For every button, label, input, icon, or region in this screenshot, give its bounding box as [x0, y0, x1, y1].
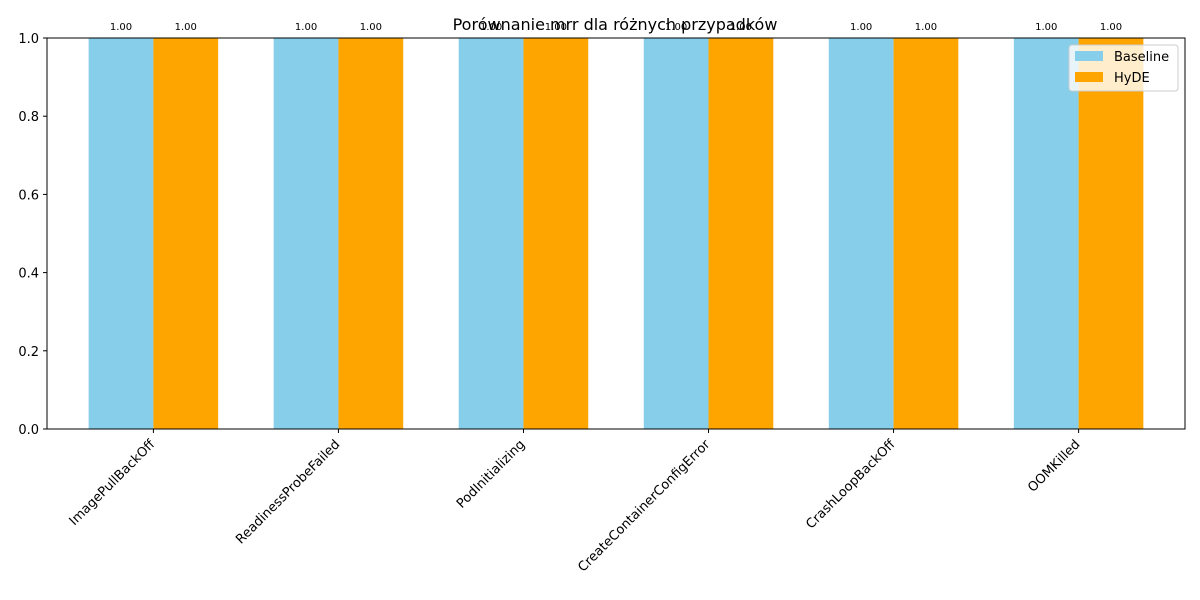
x-tick-label: OOMKilled	[1025, 437, 1083, 495]
bar-labels-layer: 1.00 1.00 1.00 1.00 1.00 1.00 1.00 1.00 1.00 1.00…	[110, 22, 1122, 33]
bars-layer	[88, 38, 1144, 429]
bar-baseline-readinessprobefailed	[273, 38, 339, 429]
legend-swatch-hyde	[1075, 72, 1103, 82]
y-tick-label: 0.4	[18, 267, 39, 282]
x-tick-label: CreateContainerConfigError	[575, 437, 713, 575]
bar-value-label: 1.00	[110, 22, 132, 33]
bar-value-label: 1.00	[295, 22, 317, 33]
bar-value-label: 1.00	[175, 22, 197, 33]
y-tick-label: 0.8	[18, 110, 39, 125]
bar-baseline-imagepullbackoff	[88, 38, 154, 429]
x-axis: ImagePullBackOff ReadinessProbeFailed PodI…	[67, 429, 1083, 575]
bar-value-label: 1.00	[1100, 22, 1122, 33]
chart-title: Porównanie mrr dla różnych przypadków	[453, 15, 778, 34]
bar-baseline-crashloopbackoff	[828, 38, 894, 429]
bar-value-label: 1.00	[360, 22, 382, 33]
y-axis: 0.0 0.2 0.4 0.6 0.8 1.0	[18, 32, 47, 438]
bar-hyde-oomkilled	[1078, 38, 1144, 429]
legend-label-baseline: Baseline	[1114, 50, 1169, 65]
y-tick-label: 1.0	[18, 32, 39, 47]
bar-hyde-crashloopbackoff	[893, 38, 959, 429]
bar-value-label: 1.00	[730, 22, 752, 33]
x-tick-label: PodInitializing	[454, 437, 528, 511]
x-tick-label: ImagePullBackOff	[67, 436, 159, 528]
bar-hyde-createcontainerconfigerror	[708, 38, 774, 429]
bar-baseline-createcontainerconfigerror	[643, 38, 709, 429]
bar-value-label: 1.00	[850, 22, 872, 33]
y-tick-label: 0.2	[18, 345, 39, 360]
y-tick-label: 0.6	[18, 188, 39, 203]
bar-value-label: 1.00	[915, 22, 937, 33]
legend: Baseline HyDE	[1068, 44, 1179, 92]
bar-value-label: 1.00	[480, 22, 502, 33]
legend-swatch-baseline	[1075, 51, 1103, 61]
x-tick-label: ReadinessProbeFailed	[233, 437, 343, 547]
y-tick-label: 0.0	[18, 423, 39, 438]
bar-value-label: 1.00	[665, 22, 687, 33]
bar-baseline-oomkilled	[1013, 38, 1079, 429]
bar-hyde-podinitializing	[523, 38, 589, 429]
legend-label-hyde: HyDE	[1114, 71, 1150, 86]
bar-value-label: 1.00	[1035, 22, 1057, 33]
bar-hyde-readinessprobefailed	[338, 38, 404, 429]
bar-baseline-podinitializing	[458, 38, 524, 429]
x-tick-label: CrashLoopBackOff	[803, 436, 899, 532]
plot-frame	[46, 37, 1186, 430]
bar-value-label: 1.00	[545, 22, 567, 33]
bar-hyde-imagepullbackoff	[153, 38, 219, 429]
